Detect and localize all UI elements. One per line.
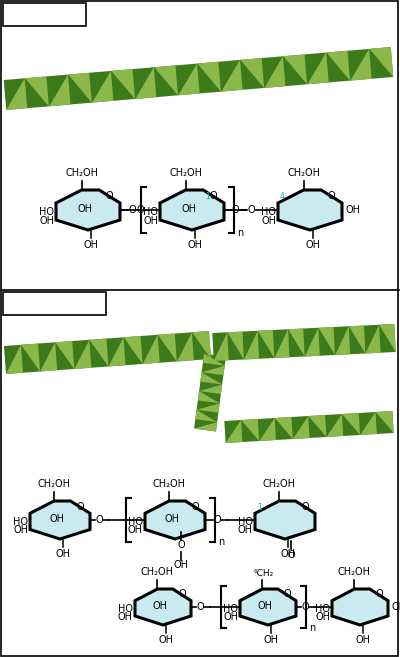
Polygon shape [55, 341, 74, 369]
Text: OH: OH [181, 204, 196, 214]
Polygon shape [293, 416, 310, 439]
Text: O: O [375, 589, 383, 599]
Text: OH: OH [153, 601, 168, 611]
Polygon shape [376, 411, 394, 433]
Text: O: O [192, 502, 199, 512]
Text: CH₂OH: CH₂OH [65, 168, 98, 178]
Polygon shape [212, 324, 396, 361]
Text: CH₂OH: CH₂OH [338, 567, 371, 577]
Text: OH: OH [164, 514, 180, 524]
Text: O: O [136, 205, 144, 215]
Text: CH₂OH: CH₂OH [38, 479, 70, 489]
Text: O: O [177, 541, 185, 551]
Polygon shape [214, 332, 229, 361]
Text: 1: 1 [205, 192, 210, 201]
Text: HO: HO [315, 604, 330, 614]
Text: O: O [302, 502, 309, 512]
Polygon shape [370, 47, 393, 77]
Polygon shape [109, 337, 126, 367]
Polygon shape [197, 62, 221, 91]
Text: OH: OH [306, 240, 321, 250]
Polygon shape [283, 55, 307, 84]
Polygon shape [221, 60, 242, 91]
Polygon shape [177, 332, 194, 361]
Polygon shape [278, 190, 342, 230]
Polygon shape [143, 335, 160, 364]
Polygon shape [349, 325, 365, 353]
Text: HO: HO [39, 207, 54, 217]
Polygon shape [259, 418, 276, 441]
Text: CH₂OH: CH₂OH [287, 168, 320, 178]
Text: 4: 4 [280, 192, 285, 201]
Polygon shape [318, 327, 335, 355]
Polygon shape [258, 330, 274, 358]
FancyBboxPatch shape [2, 3, 86, 26]
Text: HO: HO [238, 517, 253, 527]
Text: O: O [213, 515, 221, 525]
Polygon shape [199, 384, 222, 394]
Text: Amylose: Amylose [16, 9, 72, 22]
Text: HO: HO [143, 207, 158, 217]
Text: OH: OH [238, 526, 253, 535]
Text: OH: OH [77, 204, 92, 214]
Polygon shape [241, 419, 259, 441]
Text: OH: OH [118, 612, 133, 622]
Polygon shape [342, 413, 360, 435]
Text: OH: OH [263, 635, 278, 645]
Polygon shape [226, 420, 242, 443]
Text: HO: HO [128, 517, 143, 527]
Text: OH: OH [345, 205, 360, 215]
Text: OH: OH [261, 216, 276, 226]
Polygon shape [203, 353, 225, 366]
Polygon shape [240, 58, 264, 88]
Text: O: O [287, 550, 295, 560]
Text: O: O [128, 205, 136, 215]
Polygon shape [154, 66, 178, 95]
Polygon shape [196, 403, 220, 413]
Polygon shape [135, 589, 191, 625]
Text: O: O [210, 191, 218, 201]
Text: CH₂OH: CH₂OH [169, 168, 202, 178]
Text: OH: OH [13, 526, 28, 535]
Text: OH: OH [315, 612, 330, 622]
Text: n: n [309, 623, 315, 633]
Polygon shape [195, 410, 217, 422]
Text: OH: OH [128, 526, 143, 535]
Text: CH₂OH: CH₂OH [152, 479, 186, 489]
Polygon shape [326, 414, 343, 437]
Text: OH: OH [143, 216, 158, 226]
Polygon shape [90, 338, 108, 367]
Polygon shape [6, 345, 23, 374]
Text: O: O [196, 602, 204, 612]
Polygon shape [178, 64, 200, 95]
Polygon shape [335, 327, 350, 355]
Polygon shape [111, 69, 135, 99]
Polygon shape [68, 73, 92, 102]
Polygon shape [135, 67, 156, 99]
Text: OH: OH [39, 216, 54, 226]
Text: OH: OH [84, 240, 99, 250]
Polygon shape [4, 331, 211, 374]
Polygon shape [4, 47, 393, 110]
Text: CH₂OH: CH₂OH [262, 479, 296, 489]
Text: OH: OH [258, 601, 273, 611]
Polygon shape [264, 57, 286, 88]
Polygon shape [160, 190, 224, 230]
Polygon shape [255, 501, 315, 539]
Text: n: n [237, 228, 243, 238]
Polygon shape [228, 332, 244, 359]
Polygon shape [124, 336, 143, 364]
Polygon shape [244, 330, 259, 359]
Polygon shape [40, 342, 57, 371]
Text: OH: OH [56, 549, 70, 559]
Polygon shape [21, 344, 40, 371]
Text: O: O [328, 191, 336, 201]
Polygon shape [25, 76, 49, 106]
Polygon shape [308, 53, 329, 84]
Text: OH: OH [158, 635, 173, 645]
Text: O: O [231, 205, 239, 215]
Polygon shape [275, 417, 293, 439]
Polygon shape [192, 331, 211, 359]
Polygon shape [305, 328, 320, 357]
